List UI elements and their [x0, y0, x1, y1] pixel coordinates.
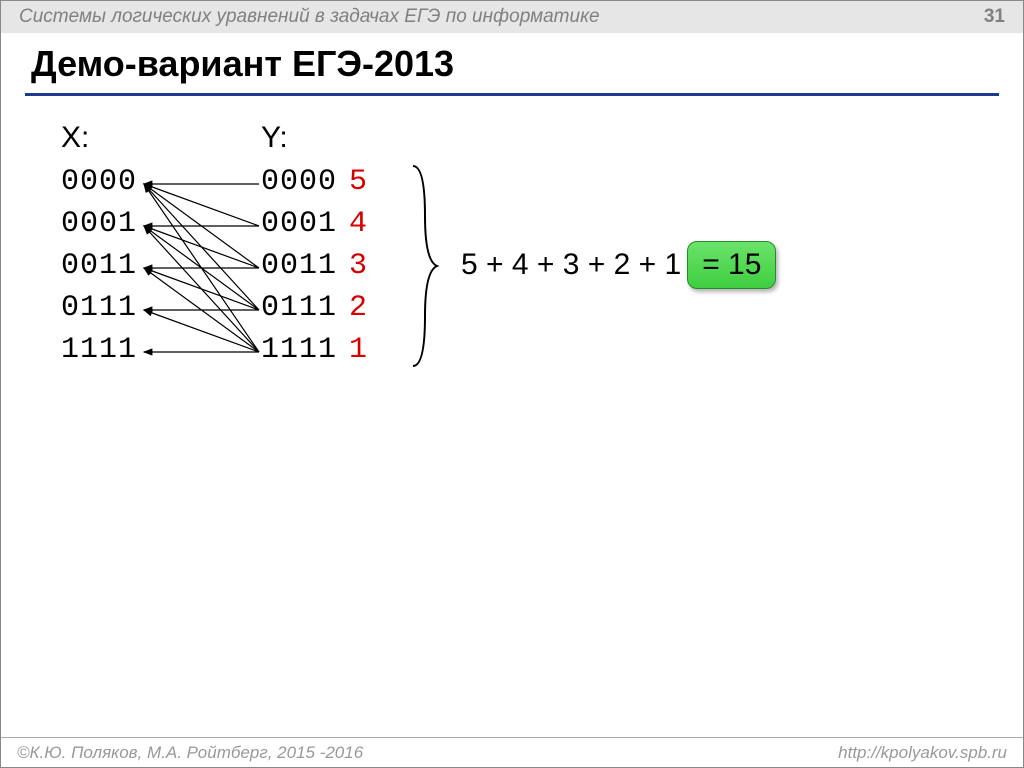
- x-row: 1111: [61, 329, 137, 371]
- x-list: 0000 0001 0011 0111 1111: [61, 161, 137, 371]
- y-row: 1111 1: [261, 329, 368, 371]
- y-row: 0011 3: [261, 245, 368, 287]
- y-row: 0000 5: [261, 161, 368, 203]
- x-column-label: X:: [61, 121, 89, 155]
- sum-expression: 5 + 4 + 3 + 2 + 1: [461, 248, 681, 282]
- y-bits: 0001: [261, 203, 337, 245]
- y-bits: 0000: [261, 161, 337, 203]
- bracket-icon: [411, 161, 441, 376]
- y-row: 0001 4: [261, 203, 368, 245]
- page-number: 31: [984, 6, 1005, 28]
- x-row: 0001: [61, 203, 137, 245]
- slide-title: Демо-вариант ЕГЭ-2013: [31, 43, 454, 85]
- y-bits: 1111: [261, 329, 337, 371]
- title-rule: [25, 93, 999, 96]
- y-count: 1: [349, 329, 368, 371]
- footer-left: ©К.Ю. Поляков, М.А. Ройтберг, 2015 -2016: [17, 743, 363, 763]
- header-bar: Системы логических уравнений в задачах Е…: [1, 1, 1023, 33]
- y-count: 2: [349, 287, 368, 329]
- y-row: 0111 2: [261, 287, 368, 329]
- arrow-diagram: [136, 166, 266, 376]
- header-title: Системы логических уравнений в задачах Е…: [19, 6, 600, 28]
- y-count: 3: [349, 245, 368, 287]
- sum-line: 5 + 4 + 3 + 2 + 1 = 15: [461, 241, 776, 289]
- y-list: 0000 5 0001 4 0011 3 0111 2 1111 1: [261, 161, 368, 371]
- y-column-label: Y:: [261, 121, 288, 155]
- y-count: 4: [349, 203, 368, 245]
- y-bits: 0111: [261, 287, 337, 329]
- footer: ©К.Ю. Поляков, М.А. Ройтберг, 2015 -2016…: [1, 737, 1023, 767]
- slide: Системы логических уравнений в задачах Е…: [0, 0, 1024, 768]
- y-bits: 0011: [261, 245, 337, 287]
- x-row: 0011: [61, 245, 137, 287]
- result-badge: = 15: [687, 241, 776, 289]
- footer-right: http://kpolyakov.spb.ru: [838, 743, 1007, 763]
- y-count: 5: [349, 161, 368, 203]
- x-row: 0111: [61, 287, 137, 329]
- x-row: 0000: [61, 161, 137, 203]
